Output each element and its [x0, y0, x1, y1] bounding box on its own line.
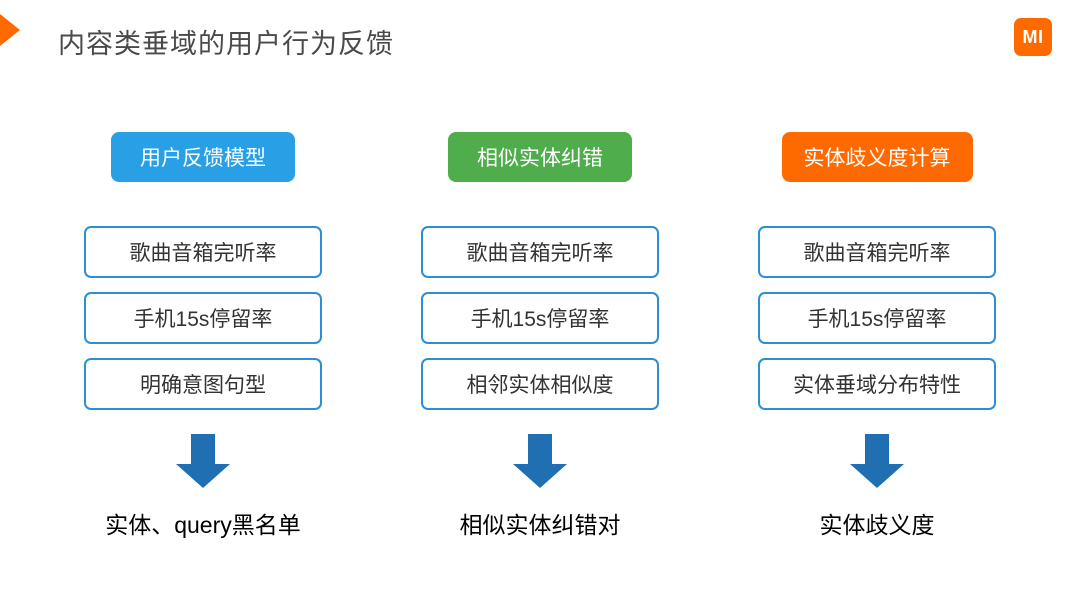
accent-triangle: [0, 14, 20, 46]
brand-logo-text: MI: [1023, 27, 1044, 48]
arrow-head: [513, 464, 567, 488]
column-header: 用户反馈模型: [111, 132, 295, 182]
column-0: 用户反馈模型 歌曲音箱完听率 手机15s停留率 明确意图句型 实体、query黑…: [58, 132, 348, 540]
down-arrow-icon: [850, 434, 904, 488]
down-arrow-icon: [513, 434, 567, 488]
arrow-head: [850, 464, 904, 488]
column-2: 实体歧义度计算 歌曲音箱完听率 手机15s停留率 实体垂域分布特性 实体歧义度: [732, 132, 1022, 540]
slide: MI 内容类垂域的用户行为反馈 用户反馈模型 歌曲音箱完听率 手机15s停留率 …: [0, 0, 1080, 610]
feature-box: 实体垂域分布特性: [758, 358, 996, 410]
arrow-head: [176, 464, 230, 488]
slide-title: 内容类垂域的用户行为反馈: [58, 22, 394, 61]
down-arrow-icon: [176, 434, 230, 488]
feature-box: 歌曲音箱完听率: [758, 226, 996, 278]
feature-box: 手机15s停留率: [421, 292, 659, 344]
column-result: 实体歧义度: [820, 506, 935, 540]
column-result: 实体、query黑名单: [105, 506, 301, 540]
arrow-shaft: [191, 434, 215, 464]
arrow-shaft: [865, 434, 889, 464]
column-1: 相似实体纠错 歌曲音箱完听率 手机15s停留率 相邻实体相似度 相似实体纠错对: [395, 132, 685, 540]
column-header: 相似实体纠错: [448, 132, 632, 182]
feature-box: 手机15s停留率: [758, 292, 996, 344]
feature-box: 相邻实体相似度: [421, 358, 659, 410]
column-result: 相似实体纠错对: [460, 506, 621, 540]
columns-container: 用户反馈模型 歌曲音箱完听率 手机15s停留率 明确意图句型 实体、query黑…: [58, 132, 1022, 540]
feature-box: 歌曲音箱完听率: [84, 226, 322, 278]
feature-box: 歌曲音箱完听率: [421, 226, 659, 278]
brand-logo: MI: [1014, 18, 1052, 56]
feature-box: 手机15s停留率: [84, 292, 322, 344]
arrow-shaft: [528, 434, 552, 464]
feature-box: 明确意图句型: [84, 358, 322, 410]
column-header: 实体歧义度计算: [782, 132, 973, 182]
